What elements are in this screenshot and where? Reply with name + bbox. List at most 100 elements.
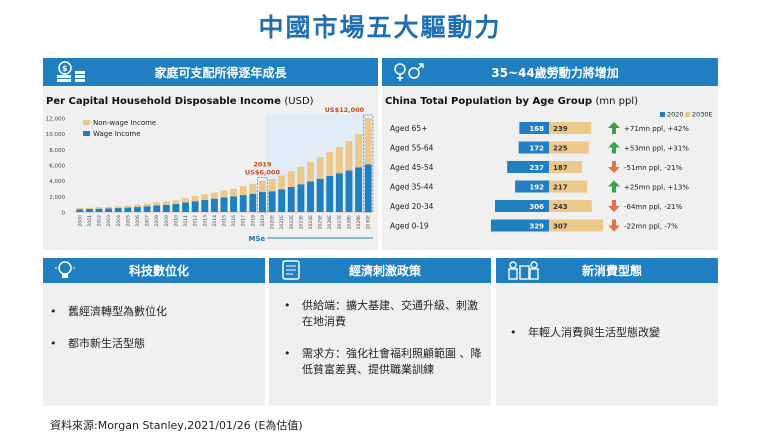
arrow-down-icon xyxy=(608,219,620,232)
change-label: +71mn ppl, +42% xyxy=(624,125,689,133)
wage-bar xyxy=(95,208,103,212)
category-label: Aged 0-19 xyxy=(390,222,429,231)
wage-bar xyxy=(268,191,276,212)
bar-2020 xyxy=(519,122,549,134)
arrow-up-icon xyxy=(608,180,620,193)
data-label-2020: 237 xyxy=(529,164,544,172)
nonwage-bar xyxy=(182,198,190,203)
nonwage-bar xyxy=(85,207,93,210)
consumption-panel-header: 新消費型態 xyxy=(496,258,718,283)
x-tick-label: 2017 xyxy=(241,215,247,227)
x-tick-label: 2011 xyxy=(183,215,189,227)
x-tick-label: 2002 xyxy=(97,215,103,227)
legend-swatch-2020 xyxy=(660,112,665,117)
annotation-value: US$12,000 xyxy=(325,106,365,114)
wage-bar xyxy=(85,209,93,212)
y-tick-label: 6,000 xyxy=(49,164,65,170)
x-tick-label: 2029E xyxy=(356,215,362,229)
category-label: Aged 20-34 xyxy=(390,202,434,211)
annotation-year: 2030E xyxy=(342,104,365,106)
bar-2030 xyxy=(549,219,604,232)
wage-bar xyxy=(297,184,305,212)
nonwage-bar xyxy=(278,175,286,190)
stimulus-panel-title: 經濟刺激政策 xyxy=(348,264,421,278)
bar-2030 xyxy=(549,122,592,134)
wage-bar xyxy=(239,195,247,212)
population-chart-title: China Total Population by Age Group (mn … xyxy=(385,96,638,107)
y-tick-label: 12,000 xyxy=(46,117,66,123)
population-chart-title-unit: (mn ppl) xyxy=(595,96,639,107)
nonwage-bar xyxy=(76,208,84,210)
bar-2030 xyxy=(549,200,592,212)
y-tick-label: 2,000 xyxy=(49,195,65,201)
category-label: Aged 65+ xyxy=(390,124,427,133)
annotation-value: US$6,000 xyxy=(245,169,281,177)
list-item: 供給端：擴大基建、交通升級、刺激在地消費 xyxy=(282,298,488,330)
gender-symbols-icon xyxy=(392,61,426,86)
annotation-year: 2019 xyxy=(253,161,272,169)
x-tick-label: 2026E xyxy=(327,215,333,229)
change-label: +25mn ppl, +13% xyxy=(624,184,689,192)
wage-bar xyxy=(230,196,238,212)
bar-2030 xyxy=(549,161,582,173)
income-chart-title-unit: (USD) xyxy=(284,96,314,107)
nonwage-bar xyxy=(105,206,113,209)
data-label-2030: 225 xyxy=(553,145,568,153)
nonwage-bar xyxy=(249,183,257,194)
data-label-2020: 172 xyxy=(529,145,544,153)
x-tick-label: 2012 xyxy=(193,215,199,227)
wage-bar xyxy=(316,178,324,212)
wage-bar xyxy=(182,202,190,212)
data-label-2030: 187 xyxy=(553,164,568,172)
nonwage-bar xyxy=(230,188,238,197)
wage-bar xyxy=(307,181,314,212)
bar-2020 xyxy=(507,161,549,173)
population-panel-header: 35~44歲勞動力將增加 xyxy=(382,58,718,86)
x-tick-label: 2014 xyxy=(212,215,218,227)
nonwage-bar xyxy=(191,196,199,202)
shopping-people-icon xyxy=(506,260,540,283)
x-tick-label: 2016 xyxy=(231,215,237,227)
y-tick-label: 4,000 xyxy=(49,179,65,185)
list-item: 都市新生活型態 xyxy=(48,336,258,352)
x-tick-label: 2007 xyxy=(145,215,151,227)
wage-bar xyxy=(335,173,343,212)
nonwage-bar xyxy=(114,206,122,209)
x-tick-label: 2009 xyxy=(164,215,170,227)
x-tick-label: 2000 xyxy=(77,215,83,227)
x-tick-label: 2001 xyxy=(87,215,93,227)
bar-2020 xyxy=(495,200,549,212)
nonwage-bar xyxy=(326,152,334,176)
income-chart-title: Per Capital Household Disposable Income … xyxy=(46,96,314,107)
wage-bar xyxy=(201,199,209,212)
nonwage-bar xyxy=(307,161,314,182)
change-label: -51mn ppl, -21% xyxy=(624,164,683,172)
annotation-box xyxy=(257,177,268,213)
nonwage-bar xyxy=(287,171,295,187)
stimulus-bullets: 供給端：擴大基建、交通升級、刺激在地消費 需求方：強化社會福利照顧範圍 、降低貧… xyxy=(282,298,488,394)
wage-bar xyxy=(345,170,353,212)
arrow-down-icon xyxy=(608,161,620,173)
bar-2020 xyxy=(515,180,549,193)
wage-bar xyxy=(210,198,218,212)
x-tick-label: 2013 xyxy=(202,215,208,227)
change-label: -64mn ppl, -21% xyxy=(624,203,683,211)
nonwage-bar xyxy=(355,134,363,168)
nonwage-bar xyxy=(297,166,305,185)
stimulus-panel-header: 經濟刺激政策 xyxy=(269,258,491,283)
wage-bar xyxy=(153,205,161,212)
page-title: 中國市場五大驅動力 xyxy=(258,13,502,42)
change-label: -22mn ppl, -7% xyxy=(624,223,678,231)
money-bag-icon: $ xyxy=(53,61,89,86)
bar-2020 xyxy=(490,219,549,232)
x-tick-label: 2005 xyxy=(125,215,131,227)
legend-label-wage: Wage Income xyxy=(93,130,141,138)
nonwage-bar xyxy=(153,202,161,206)
legend-label-nonwage: Non-wage Income xyxy=(93,119,156,127)
category-label: Aged 35-44 xyxy=(390,183,434,192)
data-label-2030: 217 xyxy=(553,184,568,192)
nonwage-bar xyxy=(239,186,247,196)
data-label-2030: 243 xyxy=(553,203,568,211)
x-tick-label: 2003 xyxy=(106,215,112,227)
legend-swatch-2030 xyxy=(685,112,690,117)
